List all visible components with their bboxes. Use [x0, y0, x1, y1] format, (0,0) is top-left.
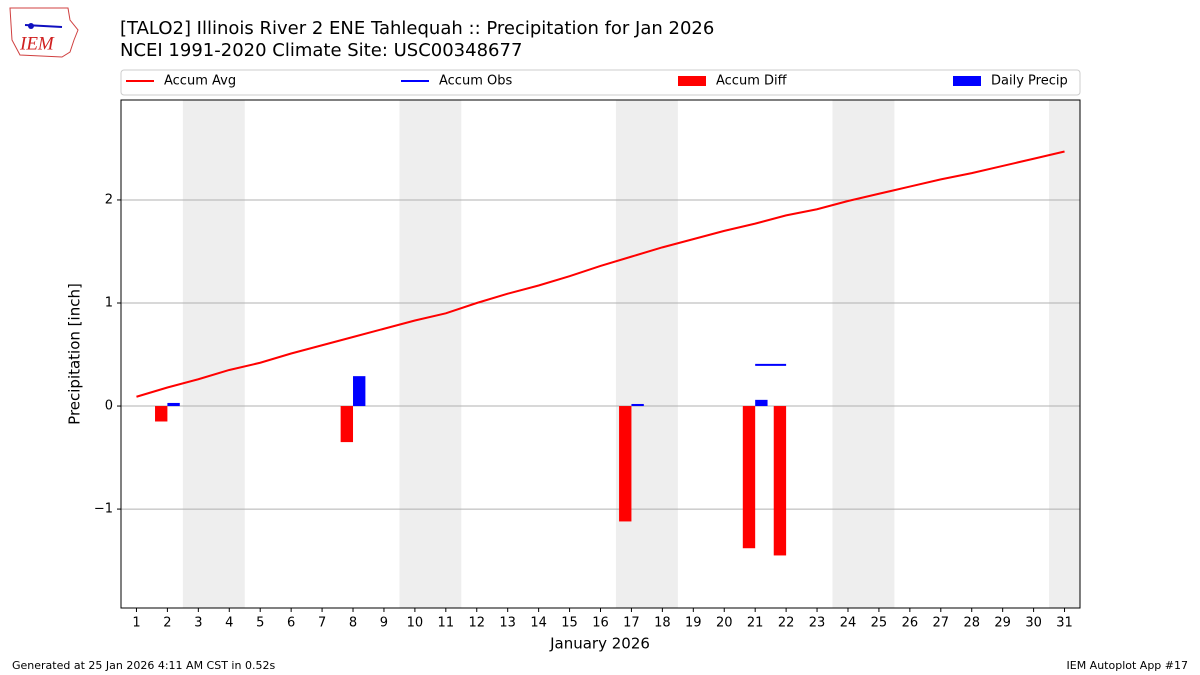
x-tick-label: 27 [933, 616, 950, 631]
x-tick-label: 14 [530, 616, 547, 631]
x-tick-label: 4 [225, 616, 233, 631]
legend-label: Accum Avg [164, 74, 236, 89]
x-tick-label: 1 [132, 616, 140, 631]
plot-frame [120, 99, 1081, 609]
weekend-shade [182, 100, 245, 608]
x-tick-label: 10 [407, 616, 424, 631]
logo-text: IEM [19, 33, 55, 54]
x-tick-label: 29 [994, 616, 1011, 631]
x-tick-label: 23 [809, 616, 826, 631]
x-tick-label: 3 [194, 616, 202, 631]
bar [773, 406, 787, 556]
chart-title: [TALO2] Illinois River 2 ENE Tahlequah :… [120, 18, 714, 39]
y-tick-label: −1 [94, 502, 113, 517]
bar [619, 406, 632, 522]
footer-left: Generated at 25 Jan 2026 4:11 AM CST in … [12, 659, 275, 672]
x-tick-label: 13 [499, 616, 516, 631]
x-tick-label: 18 [654, 616, 671, 631]
line-series [136, 150, 1065, 398]
x-tick-label: 7 [318, 616, 326, 631]
x-tick-label: 24 [840, 616, 857, 631]
x-tick-label: 6 [287, 616, 295, 631]
x-tick-label: 22 [778, 616, 795, 631]
x-tick-label: 5 [256, 616, 264, 631]
bar [742, 406, 756, 549]
x-tick-label: 8 [349, 616, 357, 631]
x-tick-label: 15 [561, 616, 578, 631]
y-tick-label: 0 [105, 399, 113, 414]
x-tick-label: 21 [747, 616, 764, 631]
legend-label: Accum Diff [716, 74, 788, 89]
bar [755, 399, 768, 407]
x-tick-label: 12 [468, 616, 485, 631]
legend-swatch [678, 76, 706, 86]
bar [353, 376, 366, 407]
bar [155, 406, 168, 422]
x-tick-label: 28 [963, 616, 980, 631]
x-tick-label: 16 [592, 616, 609, 631]
x-tick-label: 30 [1025, 616, 1042, 631]
footer-right: IEM Autoplot App #17 [1067, 659, 1189, 672]
x-tick-label: 11 [438, 616, 455, 631]
logo: IEM [9, 7, 79, 58]
bar [631, 403, 644, 407]
weekend-shade [615, 100, 678, 608]
x-tick-label: 31 [1056, 616, 1073, 631]
x-tick-label: 20 [716, 616, 733, 631]
bar [167, 402, 180, 407]
x-tick-label: 25 [871, 616, 888, 631]
weekend-shade [1049, 100, 1080, 608]
weekend-shade [399, 100, 462, 608]
y-tick-label: 1 [105, 295, 113, 310]
chart-subtitle: NCEI 1991-2020 Climate Site: USC00348677 [120, 40, 522, 61]
x-tick-label: 19 [685, 616, 702, 631]
legend-box [120, 69, 1081, 96]
y-axis-label: Precipitation [inch] [66, 283, 84, 425]
logo-dot [28, 23, 34, 29]
legend-label: Accum Obs [439, 74, 512, 89]
logo-outline [9, 7, 79, 58]
x-tick-label: 26 [902, 616, 919, 631]
x-tick-label: 2 [163, 616, 171, 631]
legend-label: Daily Precip [991, 74, 1068, 89]
x-tick-label: 9 [380, 616, 388, 631]
legend-swatch [953, 76, 981, 86]
x-tick-label: 17 [623, 616, 640, 631]
y-tick-label: 2 [105, 192, 113, 207]
x-axis-label: January 2026 [549, 635, 650, 653]
bar [340, 406, 354, 443]
weekend-shade [832, 100, 895, 608]
